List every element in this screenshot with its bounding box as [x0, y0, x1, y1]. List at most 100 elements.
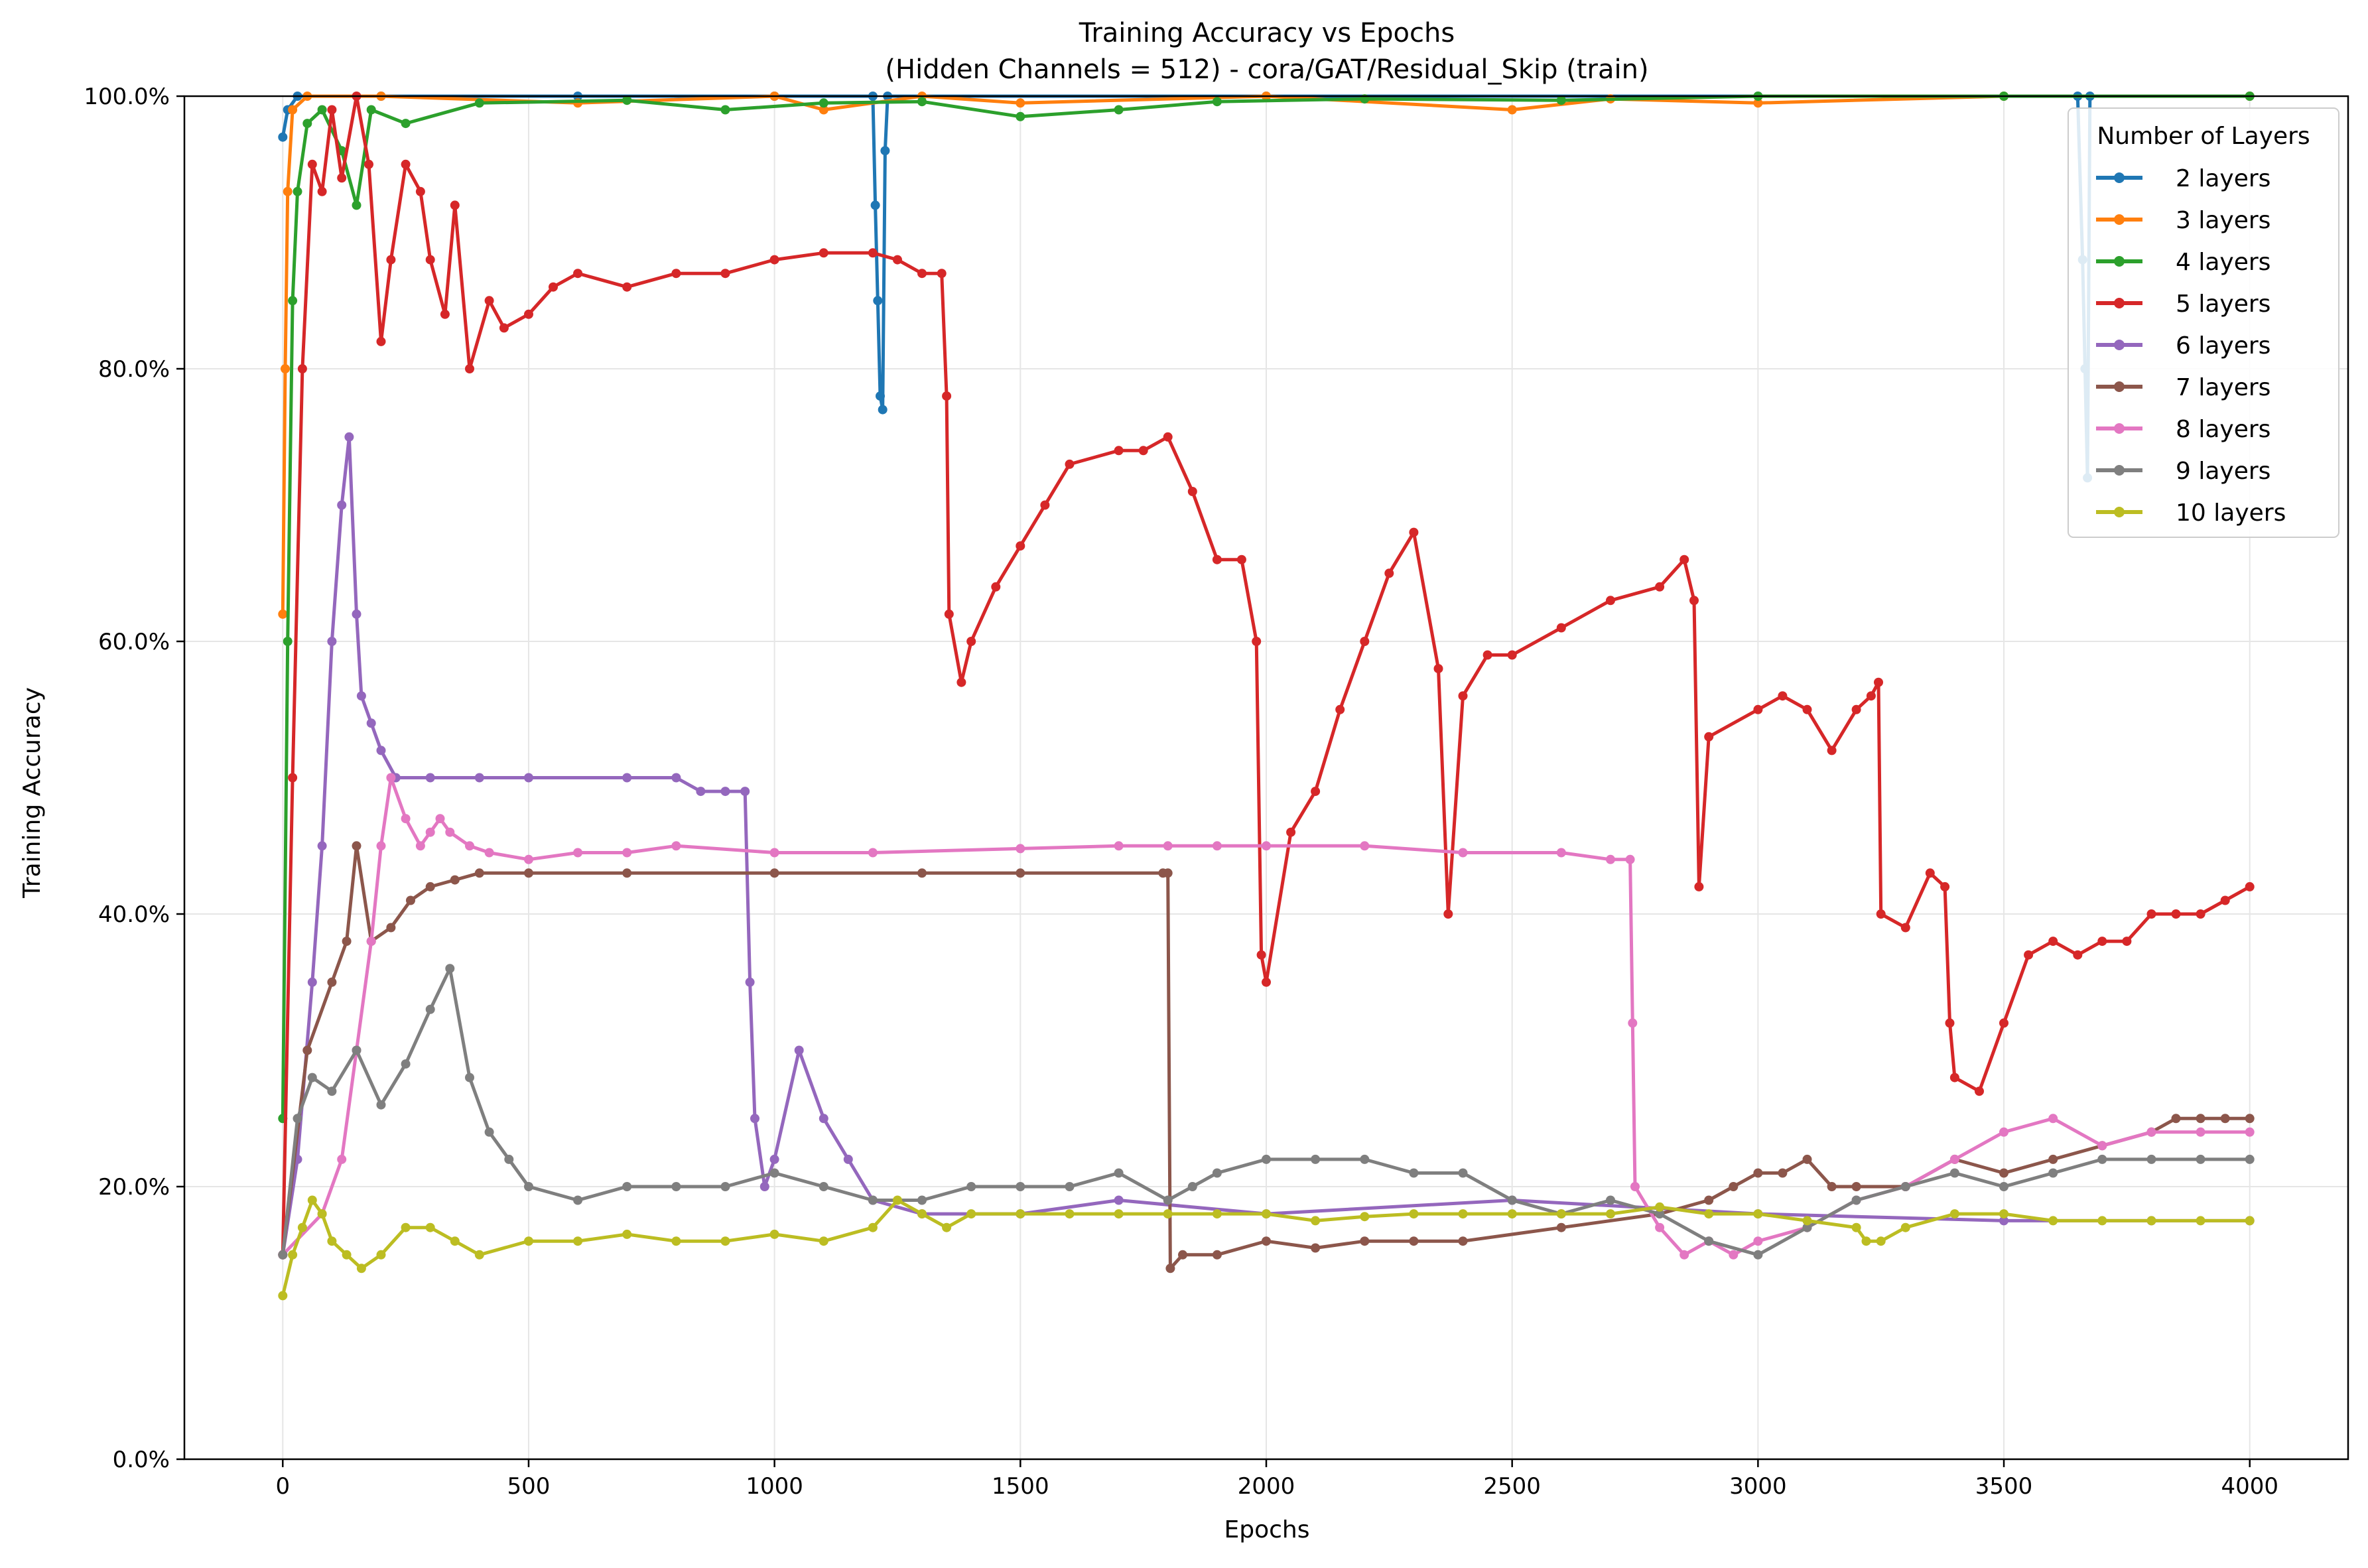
data-point [386, 773, 396, 783]
x-tick-label: 3500 [1975, 1473, 2033, 1500]
data-point [1409, 527, 1419, 537]
data-point [1458, 848, 1468, 858]
data-point [1016, 111, 1025, 121]
data-point [1065, 459, 1075, 469]
x-tick-label: 1500 [992, 1473, 1049, 1500]
x-axis-label: Epochs [1224, 1516, 1310, 1543]
data-point [2171, 909, 2181, 919]
data-point [1556, 1222, 1566, 1232]
data-point [1360, 1236, 1370, 1246]
data-point [524, 309, 533, 319]
data-point [759, 1182, 769, 1191]
data-point [307, 1073, 317, 1082]
data-point [966, 1209, 976, 1219]
legend-entry-label: 10 layers [2176, 499, 2286, 527]
data-point [386, 255, 396, 265]
data-point [944, 609, 954, 619]
data-point [1507, 650, 1517, 660]
data-point [1165, 1264, 1175, 1274]
data-point [484, 296, 494, 306]
data-point [1851, 704, 1861, 714]
data-point [504, 1154, 514, 1164]
data-point [376, 1250, 386, 1260]
data-point [1212, 1209, 1222, 1219]
data-point [1114, 105, 1124, 115]
data-point [1778, 691, 1788, 701]
data-point [2196, 1216, 2205, 1226]
legend-swatch-marker [2114, 298, 2125, 308]
data-point [366, 937, 376, 947]
data-point [445, 827, 455, 837]
data-point [870, 200, 880, 210]
axis-ticks: 0 500 1000 1500 2000 2500 3000 3500 4000 0.0% 20.0… [84, 84, 2278, 1500]
data-point [1556, 848, 1566, 858]
data-point [819, 1236, 828, 1246]
data-point [1556, 1209, 1566, 1219]
data-point [671, 269, 681, 279]
legend-swatch-marker [2114, 381, 2125, 392]
data-point [1655, 582, 1665, 592]
data-point [1212, 1250, 1222, 1260]
data-point [1753, 1209, 1763, 1219]
data-point [524, 773, 533, 783]
data-point [1625, 854, 1635, 864]
data-point [1016, 1209, 1025, 1219]
data-point [942, 1222, 952, 1232]
data-point [1360, 1154, 1370, 1164]
data-point [1482, 650, 1492, 660]
data-point [1556, 96, 1566, 105]
data-point [1163, 432, 1173, 442]
data-point [401, 119, 411, 129]
legend-swatch-marker [2114, 507, 2125, 517]
data-point [937, 269, 947, 279]
data-point [352, 841, 362, 851]
series-group [278, 92, 2255, 1301]
data-point [307, 159, 317, 169]
data-point [450, 1236, 460, 1246]
data-point [2220, 895, 2230, 905]
data-point [1556, 623, 1566, 633]
data-point [278, 1291, 288, 1301]
data-point [2048, 1114, 2058, 1124]
data-point [288, 296, 298, 306]
data-point [376, 1100, 386, 1110]
legend-entry-label: 3 layers [2176, 207, 2270, 234]
data-point [1900, 1222, 1910, 1232]
legend-swatch-marker [2114, 465, 2125, 476]
data-point [401, 159, 411, 169]
data-point [873, 296, 883, 306]
data-point [317, 1209, 327, 1219]
data-point [425, 882, 435, 891]
data-point [327, 1086, 337, 1096]
data-point [288, 773, 298, 783]
data-point [1409, 1209, 1419, 1219]
legend-entry-label: 5 layers [2176, 291, 2270, 318]
data-point [1876, 909, 1886, 919]
data-point [1679, 555, 1689, 564]
data-point [549, 282, 558, 292]
data-point [2196, 1127, 2205, 1137]
data-point [1900, 923, 1910, 933]
data-point [278, 1250, 288, 1260]
data-point [1016, 868, 1025, 878]
data-point [745, 977, 755, 987]
data-point [352, 1045, 362, 1055]
data-point [1040, 500, 1050, 510]
data-point [1876, 1236, 1886, 1246]
data-point [720, 269, 730, 279]
data-point [1262, 1236, 1271, 1246]
data-point [2048, 937, 2058, 947]
data-point [622, 282, 632, 292]
data-point [1384, 568, 1394, 578]
data-point [622, 1182, 632, 1191]
data-point [2048, 1168, 2058, 1178]
data-point [524, 1182, 533, 1191]
data-point [1311, 787, 1321, 797]
data-point [1866, 691, 1876, 701]
data-point [2073, 950, 2083, 960]
data-point [1311, 1216, 1321, 1226]
data-point [2245, 1216, 2255, 1226]
data-point [671, 1236, 681, 1246]
data-point [1114, 446, 1124, 456]
